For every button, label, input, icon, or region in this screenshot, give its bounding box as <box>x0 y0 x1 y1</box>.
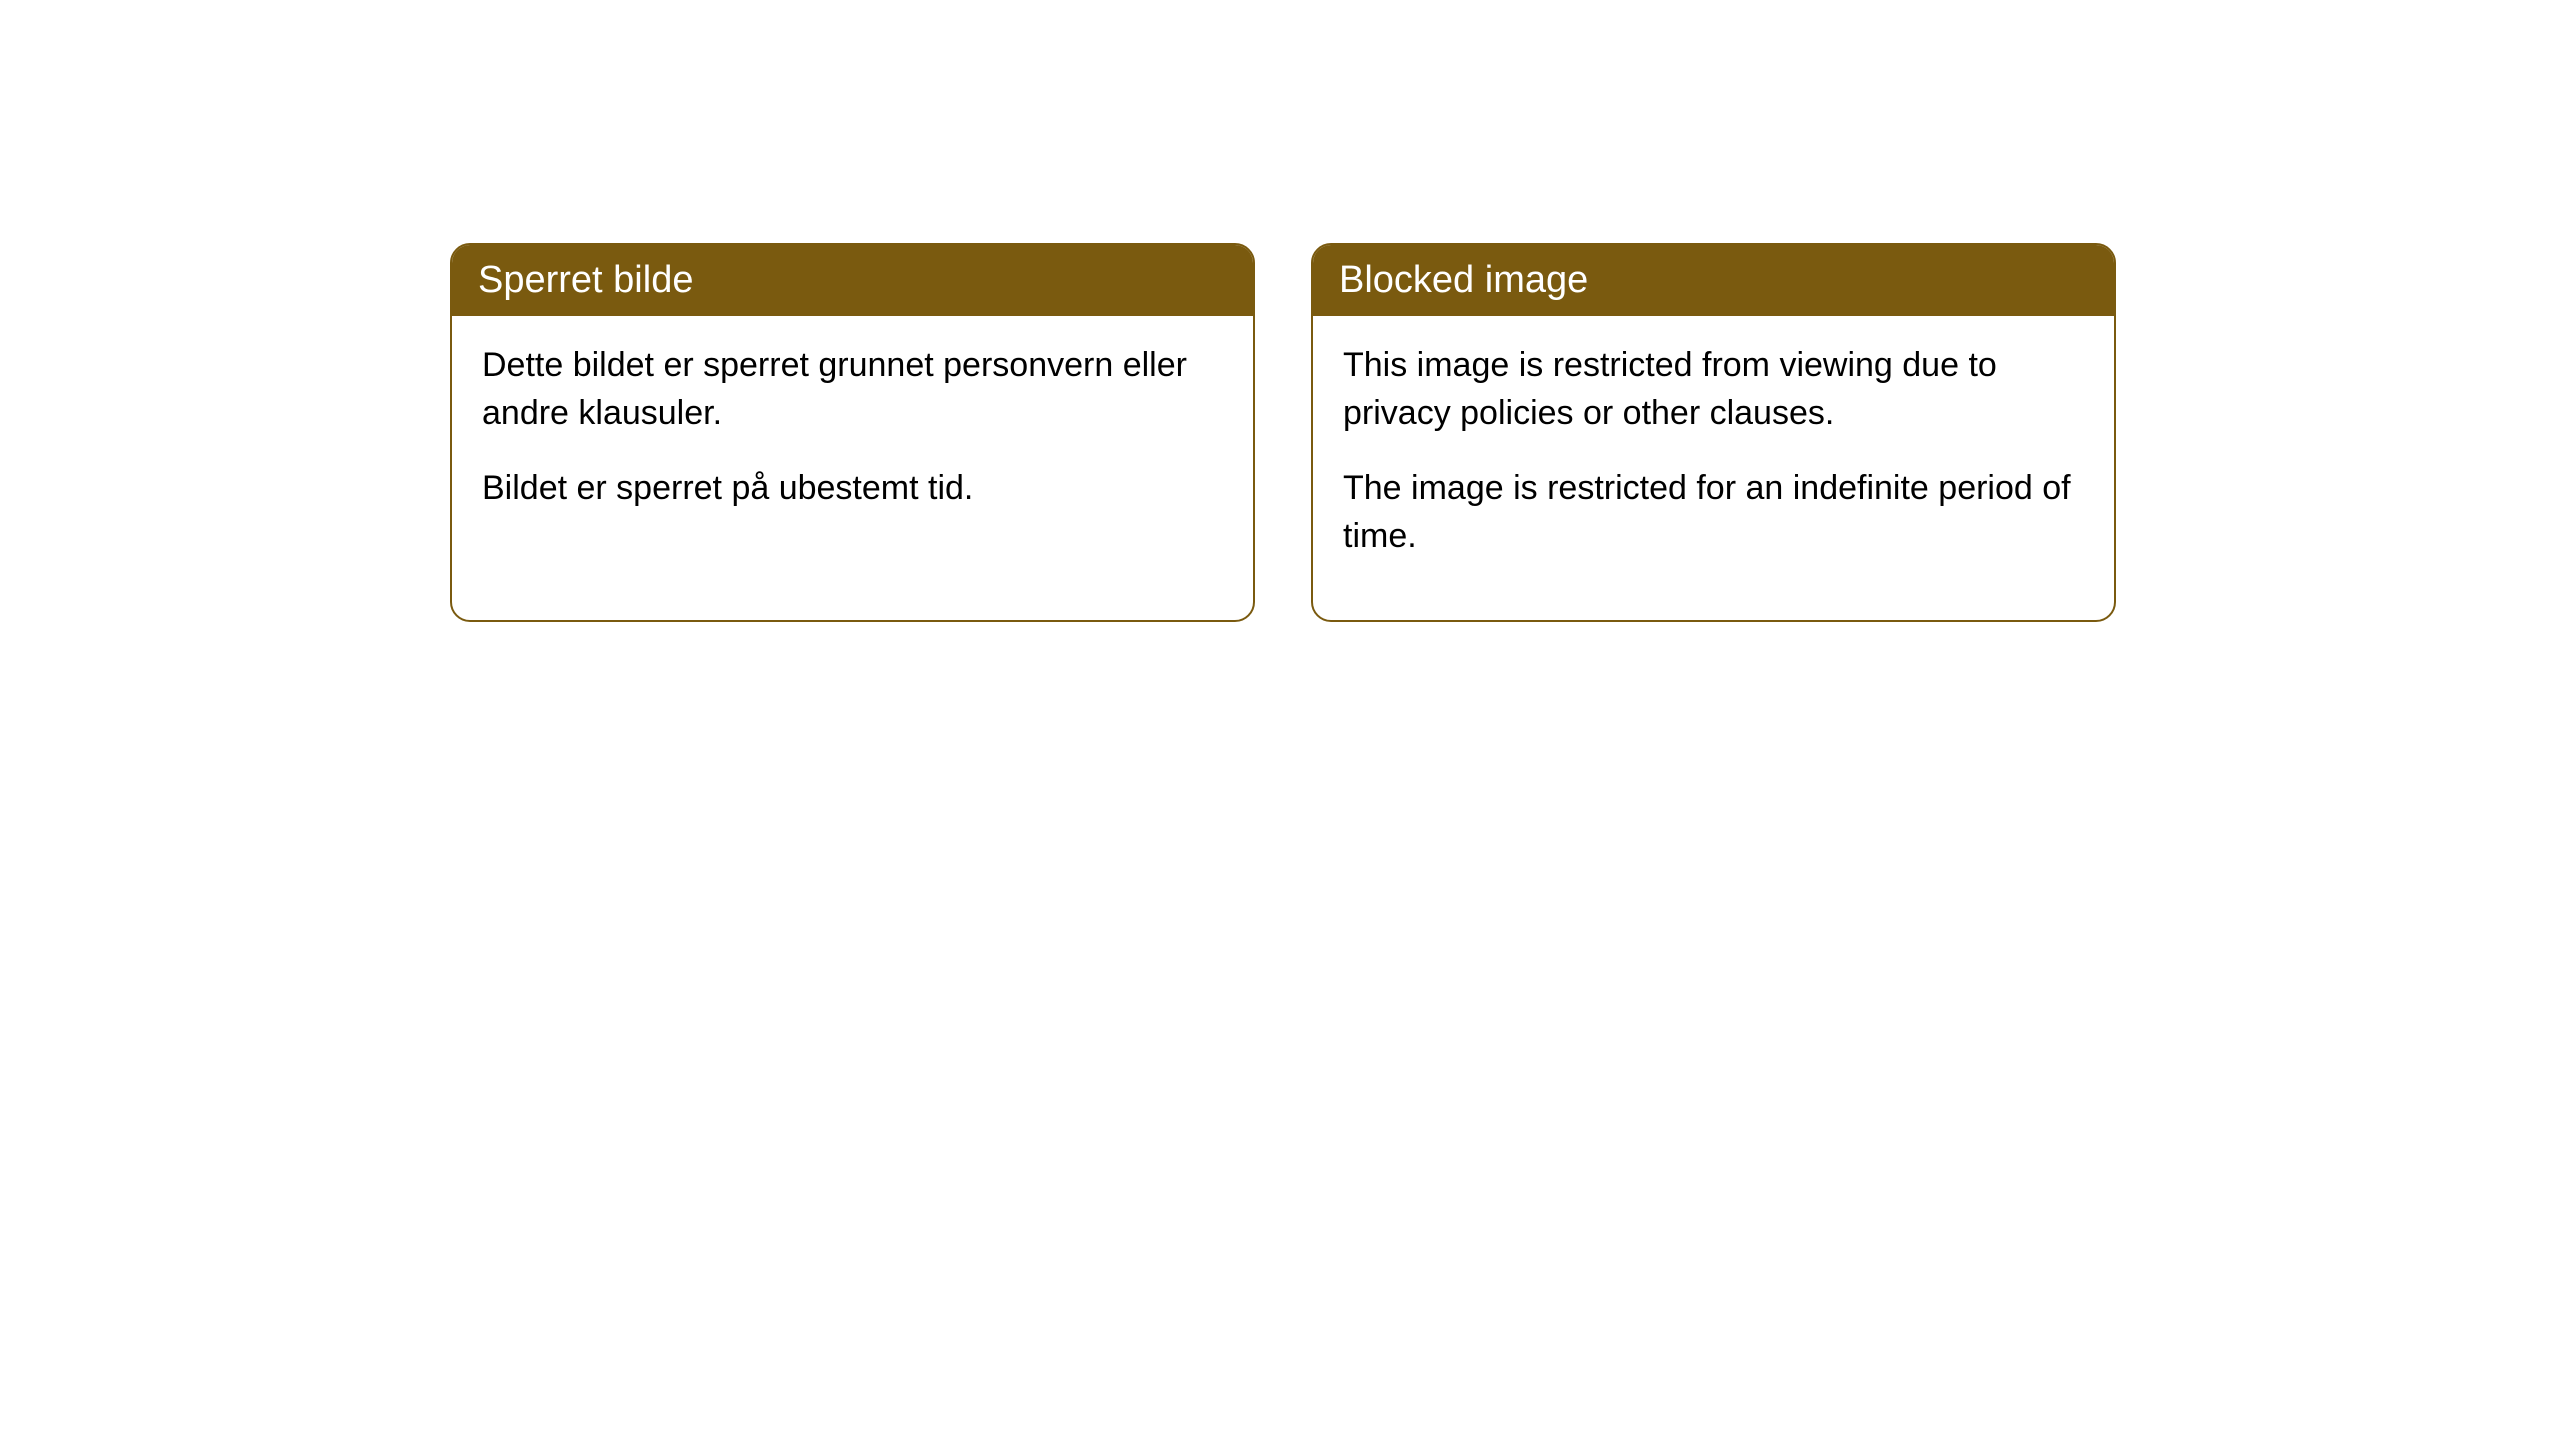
card-paragraph: Bildet er sperret på ubestemt tid. <box>482 465 1223 513</box>
notice-card-norwegian: Sperret bilde Dette bildet er sperret gr… <box>450 243 1255 622</box>
card-body: This image is restricted from viewing du… <box>1313 316 2114 620</box>
card-header: Blocked image <box>1313 245 2114 316</box>
card-header: Sperret bilde <box>452 245 1253 316</box>
card-title: Blocked image <box>1339 259 1588 301</box>
card-body: Dette bildet er sperret grunnet personve… <box>452 316 1253 573</box>
notice-card-english: Blocked image This image is restricted f… <box>1311 243 2116 622</box>
card-paragraph: This image is restricted from viewing du… <box>1343 342 2084 437</box>
card-paragraph: Dette bildet er sperret grunnet personve… <box>482 342 1223 437</box>
card-title: Sperret bilde <box>478 259 693 301</box>
notice-cards-container: Sperret bilde Dette bildet er sperret gr… <box>450 243 2116 622</box>
card-paragraph: The image is restricted for an indefinit… <box>1343 465 2084 560</box>
